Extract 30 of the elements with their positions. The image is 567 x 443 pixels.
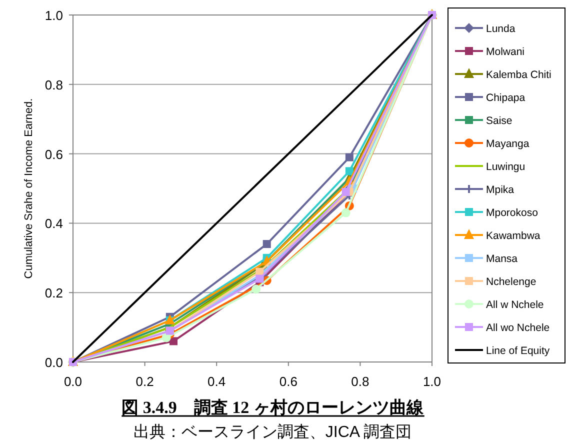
y-tick-label: 0.6 — [44, 146, 63, 162]
legend-label: Kalemba Chiti — [486, 69, 552, 81]
y-tick-label: 1.0 — [44, 8, 63, 23]
legend-label: All w Nchele — [486, 299, 544, 311]
y-tick-label: 0.0 — [44, 355, 63, 370]
legend-label: Mayanga — [486, 138, 530, 150]
legend-label: Saise — [486, 115, 512, 127]
legend-label: Chipapa — [486, 92, 526, 104]
y-tick-label: 0.4 — [44, 216, 63, 232]
x-tick-label: 0.6 — [279, 374, 298, 389]
x-tick-label: 0.2 — [136, 374, 154, 389]
x-tick-label: 0.4 — [208, 374, 226, 389]
x-tick-label: 0.8 — [351, 374, 370, 389]
y-tick-label: 0.8 — [44, 77, 63, 92]
legend-label: Molwani — [486, 46, 525, 58]
legend-label: Kawambwa — [486, 230, 540, 242]
x-tick-label: 1.0 — [422, 374, 442, 389]
legend-label: Luwingu — [486, 161, 526, 173]
legend-label: Nchelenge — [486, 276, 536, 288]
legend-label: Lunda — [486, 23, 516, 35]
legend-label: All wo Nchele — [486, 322, 550, 334]
legend-label: Line of Equity — [486, 345, 550, 357]
legend-label: Mporokoso — [486, 207, 538, 219]
y-tick-label: 0.2 — [44, 286, 63, 301]
text: 図 3.4.9 調査 12 ヶ村のローレンツ曲線 — [122, 398, 424, 417]
source-note: 出典：ベースライン調査、JICA 調査団 — [133, 423, 412, 441]
y-axis-title: Cumulative Srahe of Income Earned. — [23, 98, 35, 279]
legend-label: Mansa — [486, 253, 518, 265]
x-tick-label: 0.0 — [64, 374, 82, 389]
legend-label: Mpika — [486, 184, 514, 196]
